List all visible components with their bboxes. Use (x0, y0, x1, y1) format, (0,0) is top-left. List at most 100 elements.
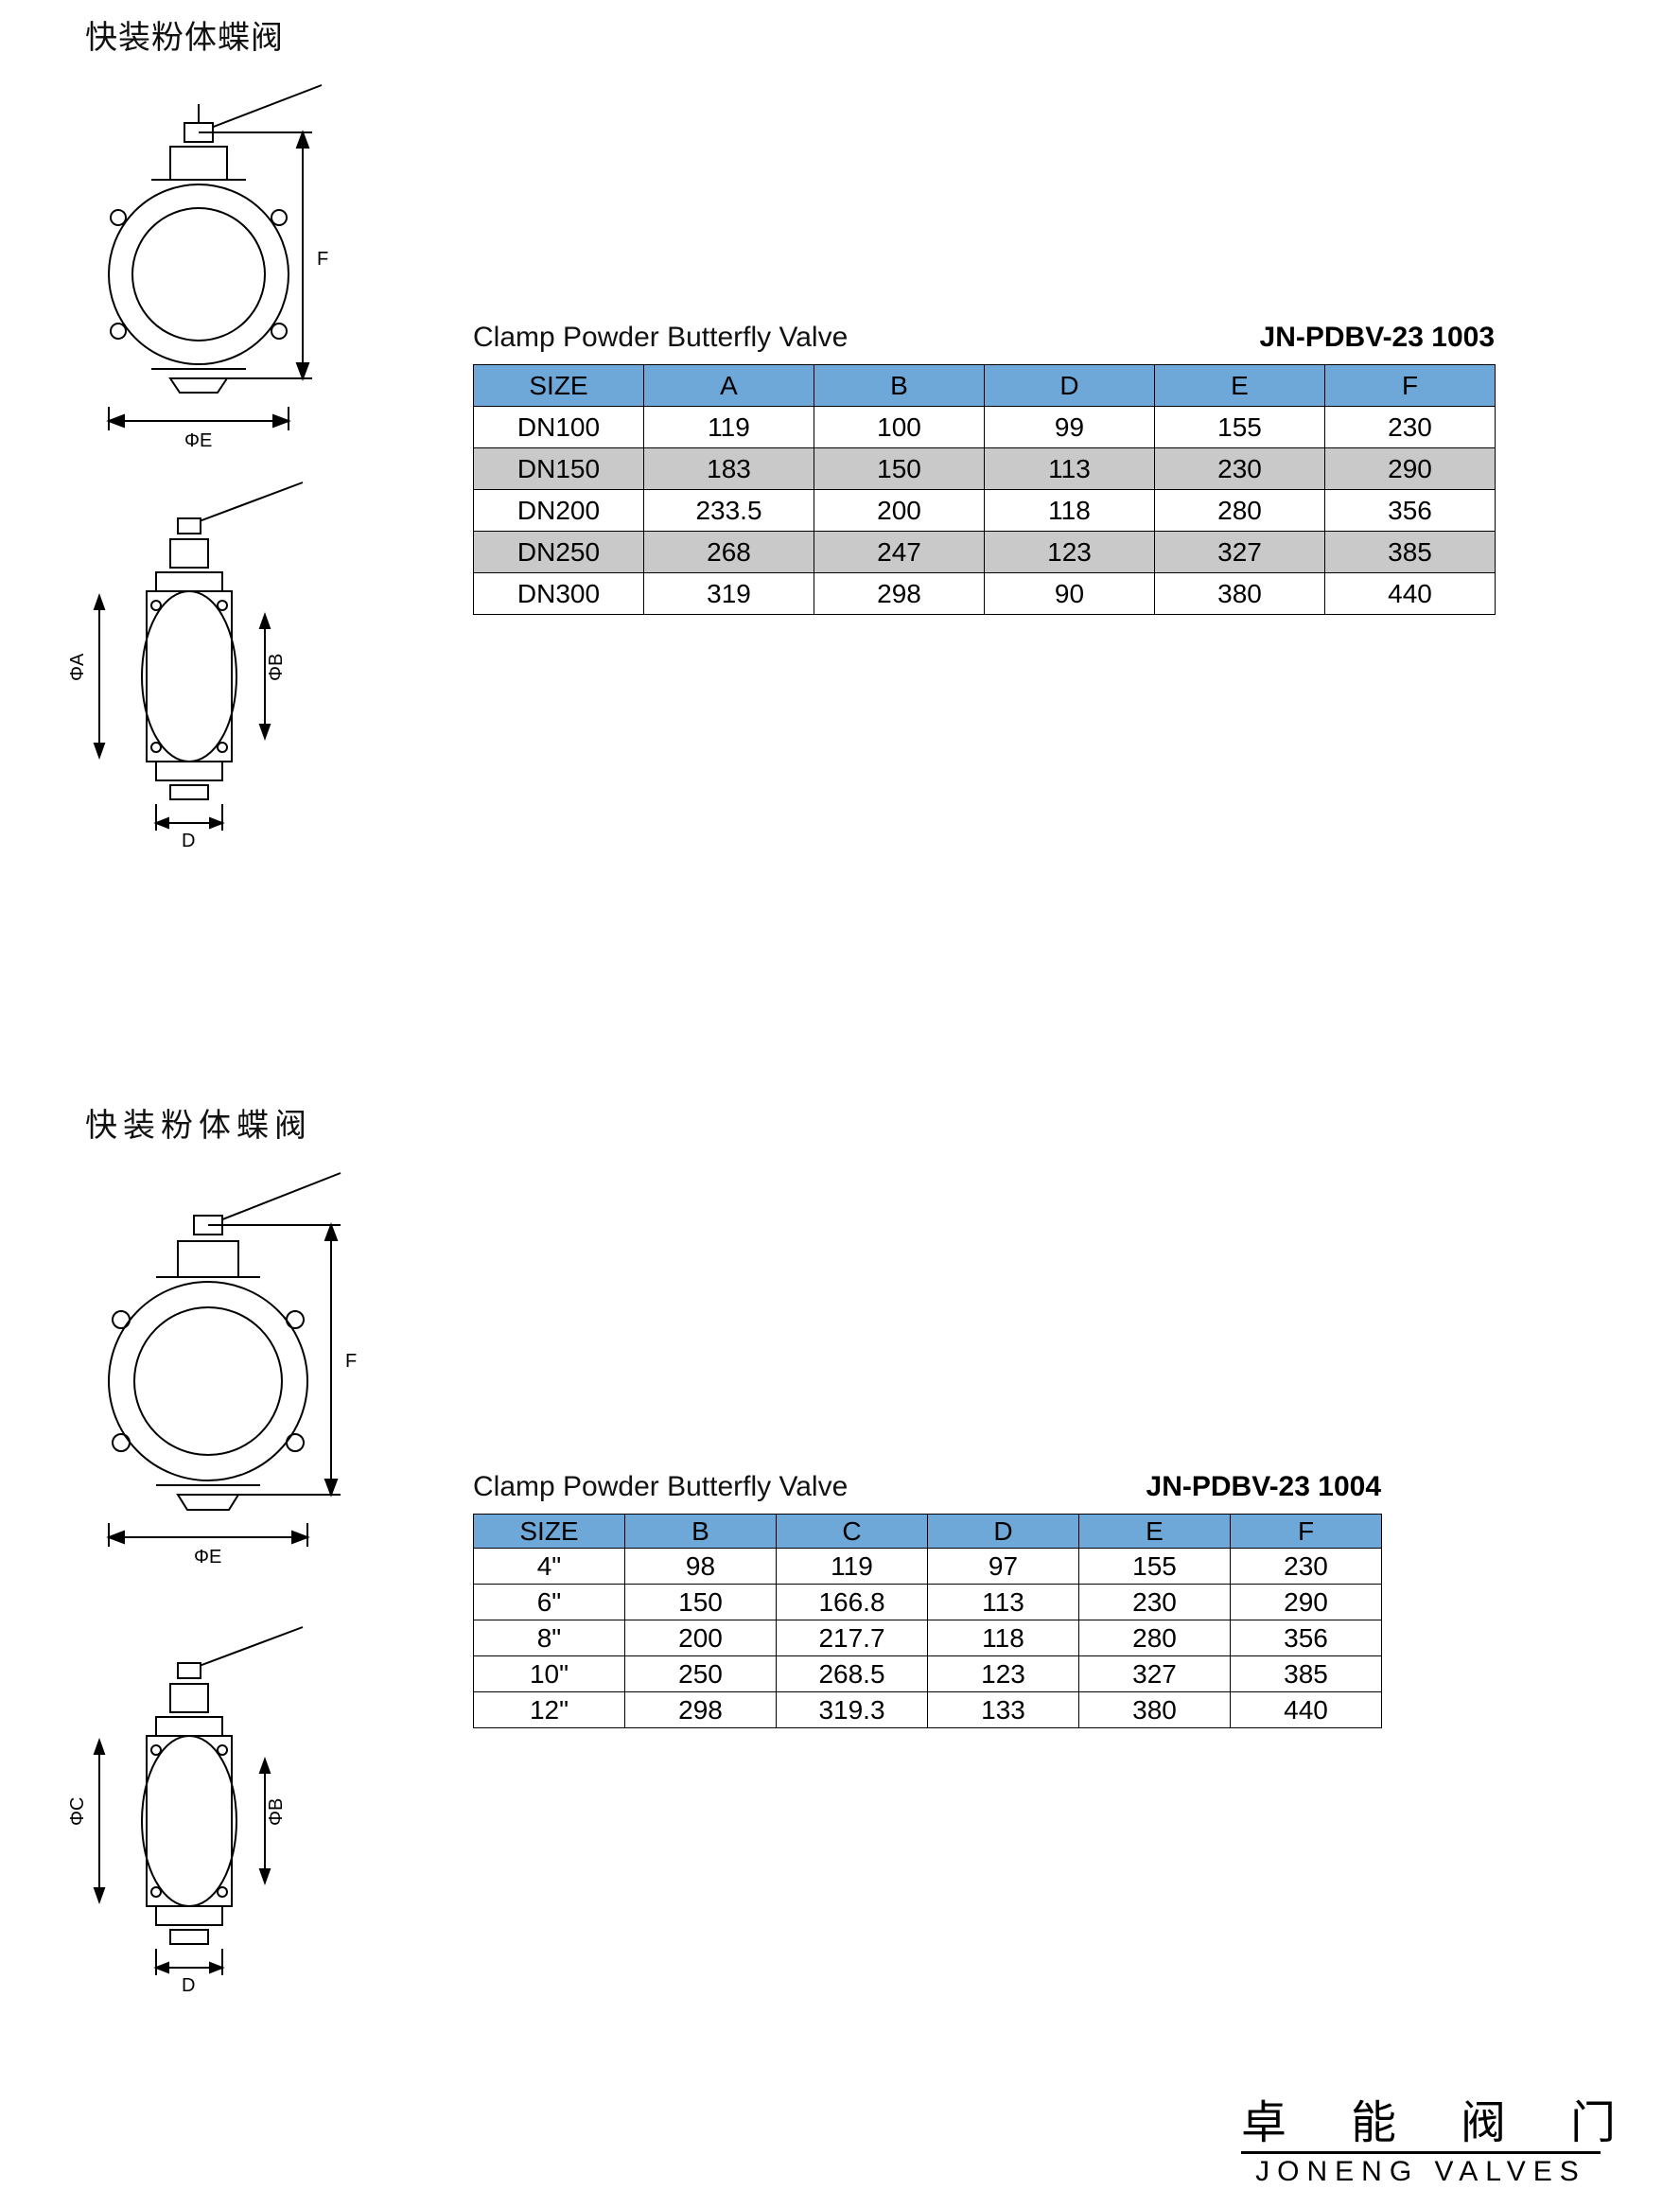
section1-cn-title: 快装粉体蝶阀 (85, 11, 284, 58)
table-cell: 356 (1231, 1620, 1382, 1656)
label-F-2: F (345, 1351, 357, 1372)
table-cell: 8" (474, 1620, 625, 1656)
col-header: B (814, 365, 985, 407)
col-header: A (644, 365, 814, 407)
col-header: F (1231, 1515, 1382, 1549)
col-header: D (928, 1515, 1079, 1549)
table-cell: 268.5 (777, 1656, 928, 1692)
table-cell: 118 (985, 490, 1155, 532)
table-cell: 280 (1079, 1620, 1231, 1656)
label-D: D (182, 831, 195, 851)
table-cell: 385 (1325, 532, 1496, 573)
table-cell: 123 (985, 532, 1155, 573)
diagram-1b: ΦA ΦB D (66, 473, 331, 880)
table-row: DN150183150113230290 (474, 448, 1496, 490)
table-cell: 440 (1325, 573, 1496, 615)
table-cell: 230 (1155, 448, 1325, 490)
table-cell: 133 (928, 1692, 1079, 1728)
table-cell: 319.3 (777, 1692, 928, 1728)
table-cell: 380 (1079, 1692, 1231, 1728)
table-row: DN30031929890380440 (474, 573, 1496, 615)
footer-en: JONENG VALVES (1241, 2151, 1601, 2188)
table-cell: 230 (1231, 1549, 1382, 1585)
table-cell: 97 (928, 1549, 1079, 1585)
table-row: DN10011910099155230 (474, 407, 1496, 448)
table2-title-row: Clamp Powder Butterfly Valve JN-PDBV-23 … (473, 1471, 1381, 1503)
table-cell: 150 (625, 1585, 777, 1620)
table-cell: 290 (1325, 448, 1496, 490)
col-header: SIZE (474, 365, 644, 407)
spec-table-2: SIZEBCDEF 4"98119971552306"150166.811323… (473, 1514, 1382, 1728)
table-cell: 113 (985, 448, 1155, 490)
table-cell: 155 (1155, 407, 1325, 448)
table-cell: 319 (644, 573, 814, 615)
table-cell: 380 (1155, 573, 1325, 615)
label-phiE-2: ΦE (194, 1547, 221, 1568)
table-cell: 10" (474, 1656, 625, 1692)
diagram-1a: F ΦE (57, 66, 359, 464)
table-cell: 200 (814, 490, 985, 532)
label-phiB-2: ΦB (266, 1798, 287, 1826)
table-row: 4"9811997155230 (474, 1549, 1382, 1585)
col-header: E (1079, 1515, 1231, 1549)
table-cell: 119 (777, 1549, 928, 1585)
col-header: D (985, 365, 1155, 407)
table-cell: 250 (625, 1656, 777, 1692)
table-row: DN200233.5200118280356 (474, 490, 1496, 532)
table-cell: DN200 (474, 490, 644, 532)
table-cell: 90 (985, 573, 1155, 615)
footer-cn: 卓 能 阀 门 (1241, 2085, 1652, 2151)
table-row: 8"200217.7118280356 (474, 1620, 1382, 1656)
table-cell: 119 (644, 407, 814, 448)
col-header: F (1325, 365, 1496, 407)
table-cell: 268 (644, 532, 814, 573)
label-F: F (317, 249, 328, 270)
diagram-2b: ΦC ΦB D (66, 1618, 331, 2024)
table-cell: 327 (1079, 1656, 1231, 1692)
table-cell: DN300 (474, 573, 644, 615)
table-row: 10"250268.5123327385 (474, 1656, 1382, 1692)
footer-logo: 卓 能 阀 门 JONENG VALVES (1241, 2085, 1652, 2188)
table-cell: 298 (814, 573, 985, 615)
table1-title-row: Clamp Powder Butterfly Valve JN-PDBV-23 … (473, 322, 1495, 354)
diagram-2a: F ΦE (57, 1154, 378, 1580)
label-phiB: ΦB (266, 654, 287, 681)
table-cell: 356 (1325, 490, 1496, 532)
table-cell: 217.7 (777, 1620, 928, 1656)
table2-code: JN-PDBV-23 1004 (1146, 1471, 1381, 1503)
table-cell: 4" (474, 1549, 625, 1585)
table-cell: 183 (644, 448, 814, 490)
table-cell: 385 (1231, 1656, 1382, 1692)
table-cell: 230 (1325, 407, 1496, 448)
table-cell: 150 (814, 448, 985, 490)
section2-cn-title: 快装粉体蝶阀 (85, 1099, 312, 1146)
table1-code: JN-PDBV-23 1003 (1260, 322, 1495, 354)
col-header: SIZE (474, 1515, 625, 1549)
table-cell: 280 (1155, 490, 1325, 532)
table-cell: 118 (928, 1620, 1079, 1656)
table-cell: 12" (474, 1692, 625, 1728)
label-D-2: D (182, 1975, 195, 1996)
table-cell: 99 (985, 407, 1155, 448)
table-cell: 98 (625, 1549, 777, 1585)
table-cell: 298 (625, 1692, 777, 1728)
table-cell: 166.8 (777, 1585, 928, 1620)
table-cell: 113 (928, 1585, 1079, 1620)
table-cell: DN100 (474, 407, 644, 448)
table-cell: 440 (1231, 1692, 1382, 1728)
col-header: C (777, 1515, 928, 1549)
label-phiC: ΦC (67, 1797, 88, 1826)
table-cell: 123 (928, 1656, 1079, 1692)
table-cell: 100 (814, 407, 985, 448)
spec-table-1: SIZEABDEF DN10011910099155230DN150183150… (473, 364, 1496, 615)
col-header: E (1155, 365, 1325, 407)
table-row: DN250268247123327385 (474, 532, 1496, 573)
table-cell: 155 (1079, 1549, 1231, 1585)
table-cell: 327 (1155, 532, 1325, 573)
table-cell: DN150 (474, 448, 644, 490)
col-header: B (625, 1515, 777, 1549)
table-cell: 290 (1231, 1585, 1382, 1620)
table-cell: 247 (814, 532, 985, 573)
table-row: 6"150166.8113230290 (474, 1585, 1382, 1620)
table-cell: 230 (1079, 1585, 1231, 1620)
